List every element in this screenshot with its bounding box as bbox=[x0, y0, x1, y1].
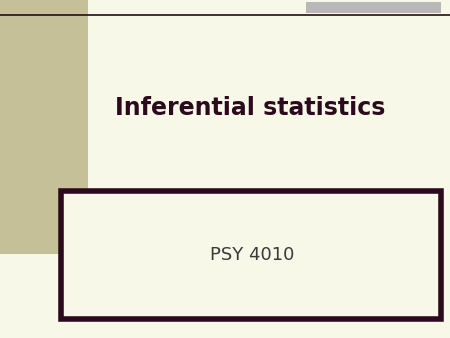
Text: Inferential statistics: Inferential statistics bbox=[115, 96, 385, 120]
Text: PSY 4010: PSY 4010 bbox=[210, 246, 294, 264]
Bar bbox=[0, 0, 88, 254]
Bar bbox=[61, 191, 441, 319]
Bar bbox=[306, 2, 441, 13]
